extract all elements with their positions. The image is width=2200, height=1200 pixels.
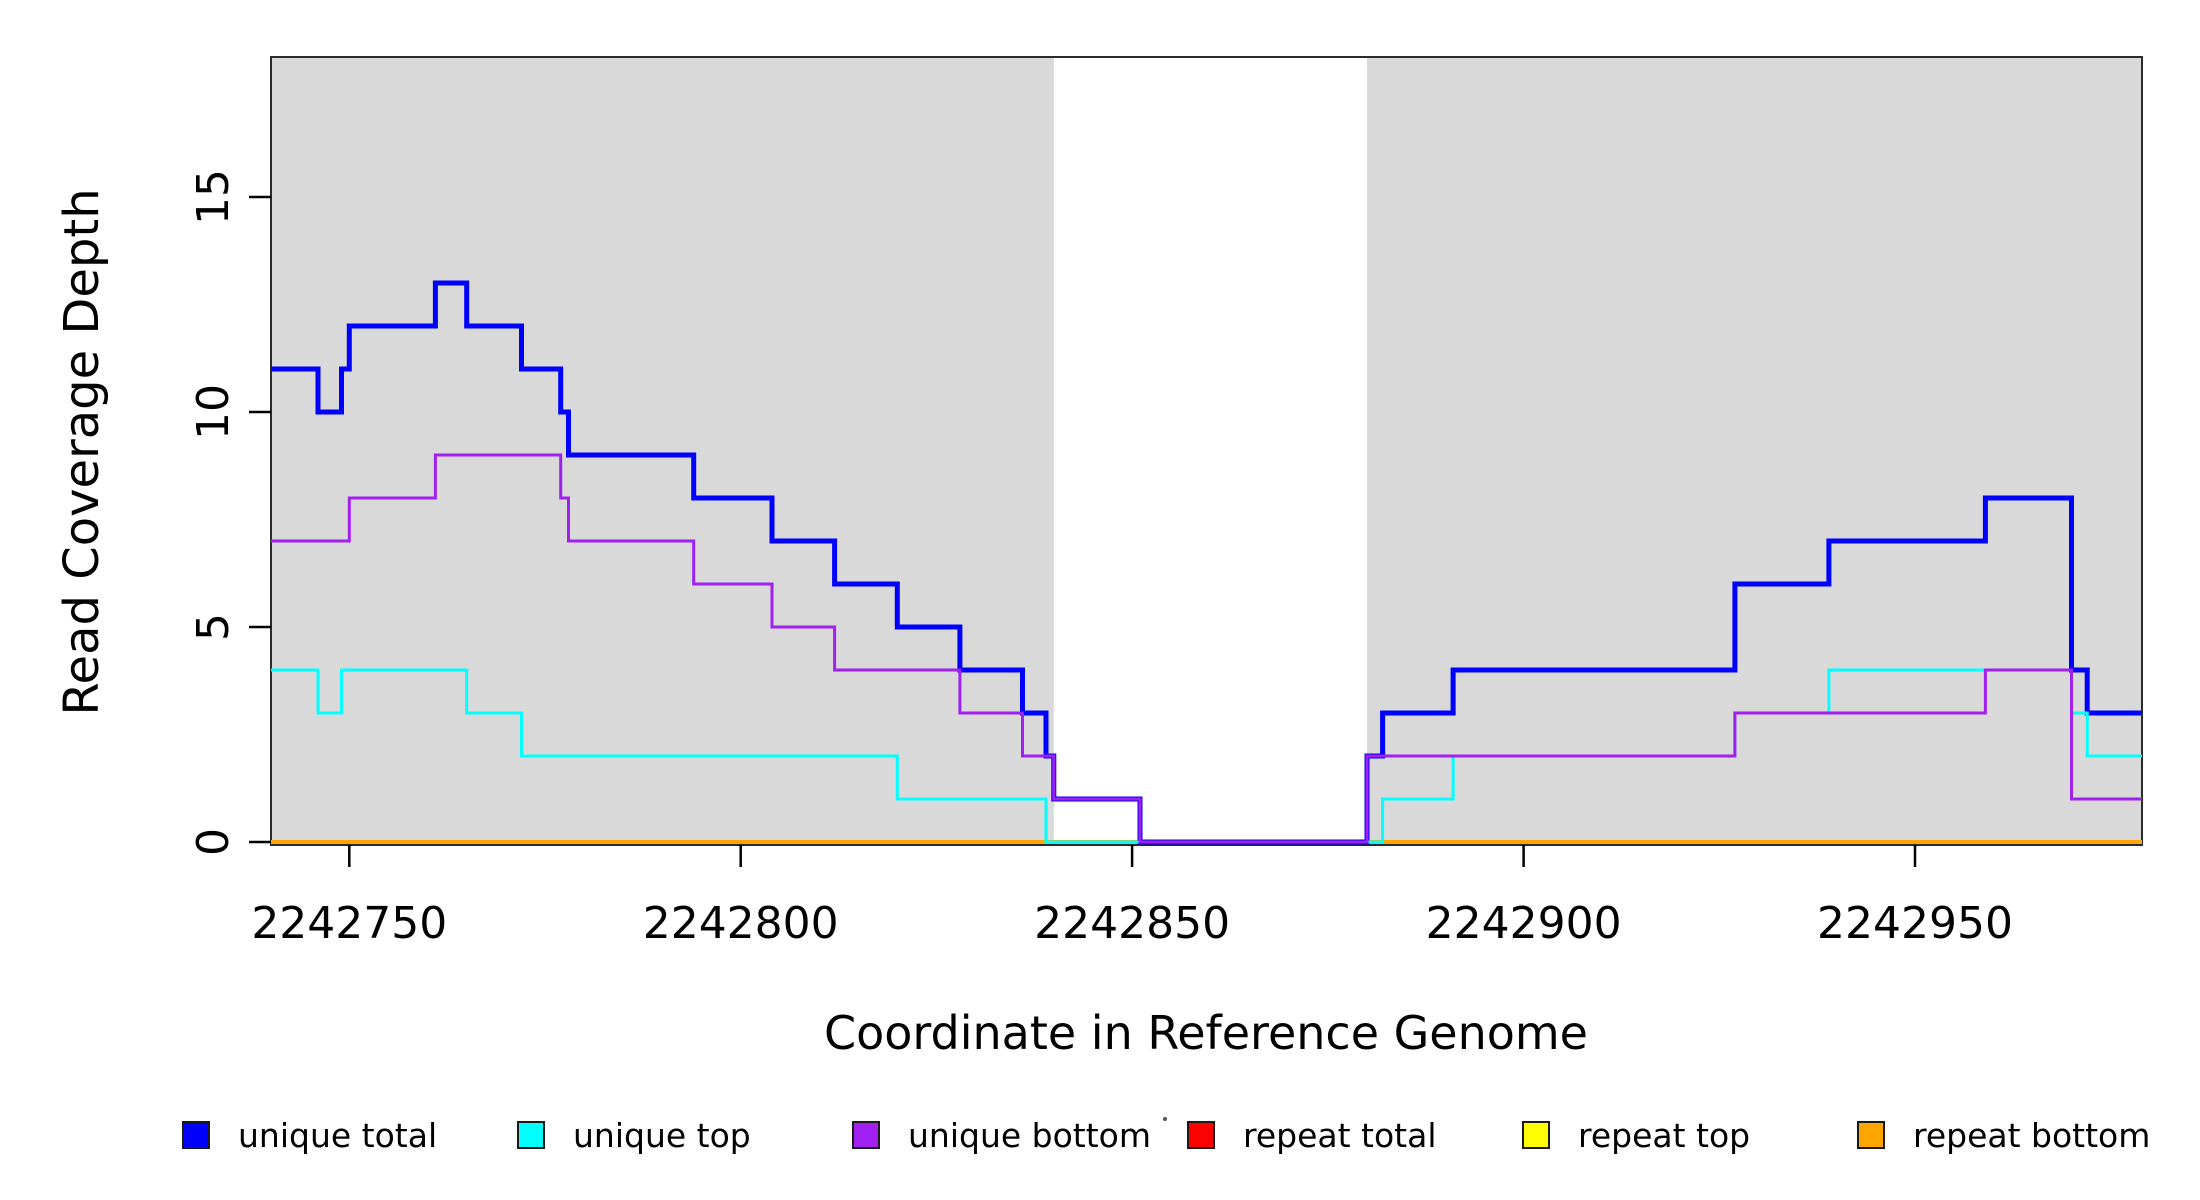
legend-item-unique-bottom: unique bottom [852,1115,1152,1155]
legend-swatch-unique-top-icon [517,1121,545,1149]
svg-text:2242850: 2242850 [1034,898,1230,949]
svg-text:2242950: 2242950 [1817,898,2013,949]
y-axis-label: Read Coverage Depth [54,188,110,716]
svg-text:15: 15 [188,169,239,225]
legend-item-repeat-total: repeat total [1187,1115,1437,1155]
stray-dot-artifact [1163,1117,1167,1121]
legend-item-repeat-bottom: repeat bottom [1857,1115,2151,1155]
legend-item-label: unique total [238,1115,438,1155]
legend: unique total unique top unique bottom re… [0,1115,2200,1155]
legend-item-label: repeat bottom [1913,1115,2151,1155]
legend-item-unique-top: unique top [517,1115,751,1155]
legend-item-unique-total: unique total [182,1115,438,1155]
svg-text:5: 5 [188,613,239,641]
svg-text:2242900: 2242900 [1426,898,1622,949]
svg-text:0: 0 [188,828,239,856]
legend-item-label: repeat top [1578,1115,1751,1155]
legend-item-repeat-top: repeat top [1522,1115,1751,1155]
legend-swatch-repeat-top-icon [1522,1121,1550,1149]
x-axis-label: Coordinate in Reference Genome [824,1006,1588,1060]
legend-swatch-unique-total-icon [182,1121,210,1149]
legend-item-label: unique top [573,1115,751,1155]
svg-text:2242750: 2242750 [251,898,447,949]
svg-text:10: 10 [188,384,239,440]
svg-text:2242800: 2242800 [643,898,839,949]
legend-swatch-unique-bottom-icon [852,1121,880,1149]
legend-item-label: unique bottom [908,1115,1152,1155]
legend-swatch-repeat-total-icon [1187,1121,1215,1149]
legend-item-label: repeat total [1243,1115,1437,1155]
legend-swatch-repeat-bottom-icon [1857,1121,1885,1149]
